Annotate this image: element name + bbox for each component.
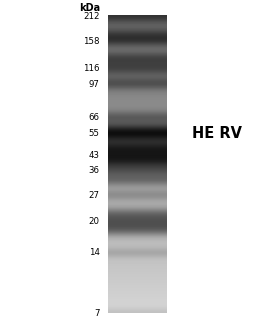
Text: 20: 20 <box>89 217 100 226</box>
Text: 158: 158 <box>83 37 100 46</box>
Text: 97: 97 <box>89 80 100 89</box>
Text: 36: 36 <box>89 166 100 175</box>
Text: 212: 212 <box>83 12 100 21</box>
Text: kDa: kDa <box>79 3 100 13</box>
Text: HE RV: HE RV <box>192 126 242 141</box>
Text: 116: 116 <box>83 64 100 73</box>
Text: 14: 14 <box>89 248 100 257</box>
Text: 27: 27 <box>89 191 100 200</box>
Text: 66: 66 <box>89 113 100 122</box>
Text: 7: 7 <box>94 309 100 318</box>
Text: 43: 43 <box>89 151 100 160</box>
Text: 55: 55 <box>89 129 100 138</box>
